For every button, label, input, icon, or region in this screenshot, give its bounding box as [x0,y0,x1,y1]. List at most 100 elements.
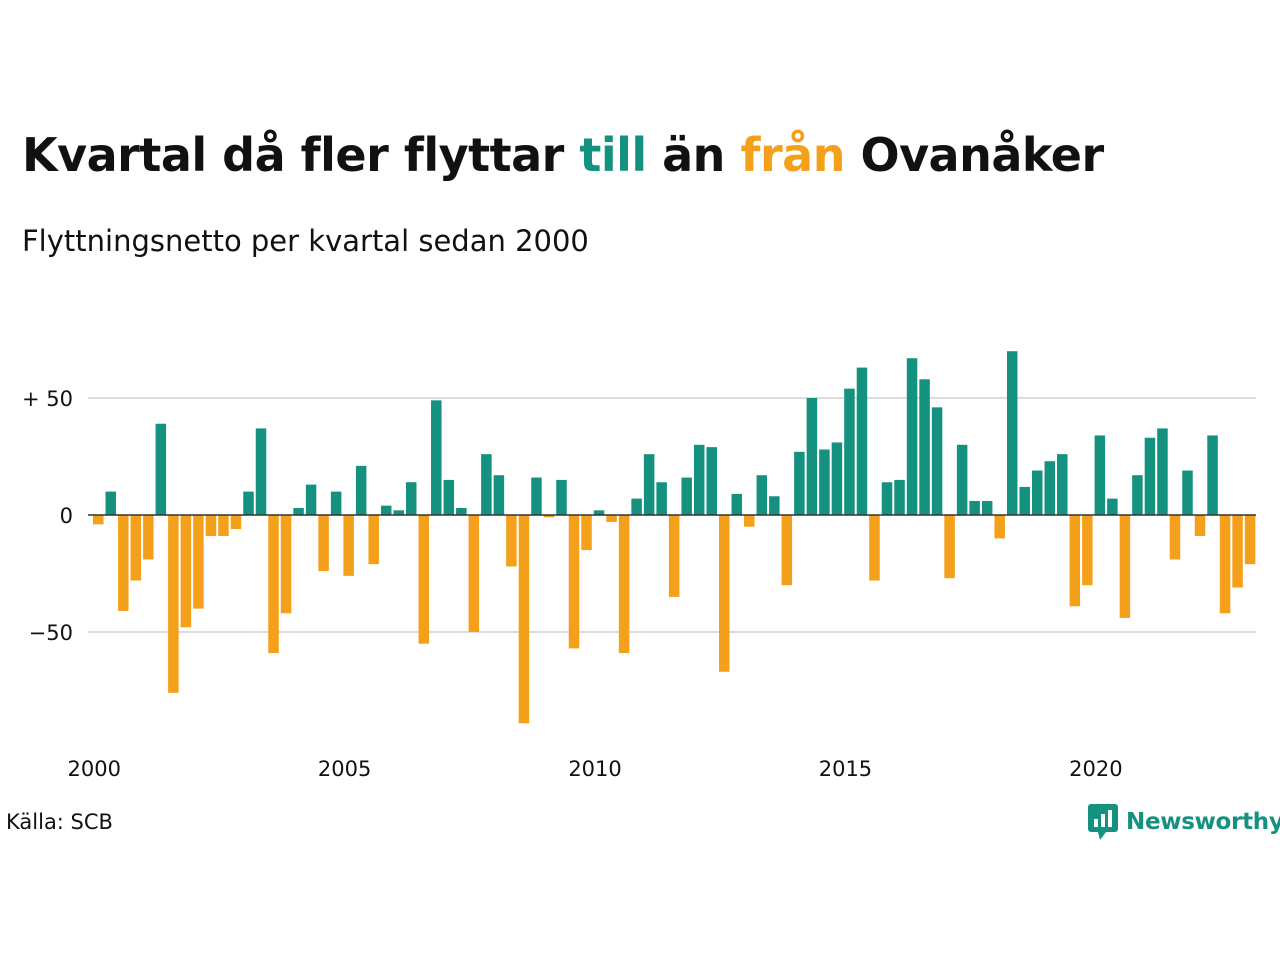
bar-negative [218,515,229,537]
bar-positive [656,482,667,515]
bar-positive [1144,437,1156,515]
bar-positive [681,477,692,515]
y-tick-label: + 50 [22,387,73,411]
bar-positive [380,505,392,515]
bar-negative [1119,515,1131,618]
bar-positive [769,496,780,515]
bar-negative [180,515,192,628]
title-part2: än [646,128,741,182]
chart-subtitle: Flyttningsnetto per kvartal sedan 2000 [22,224,589,258]
bar-positive [693,444,705,515]
bar-positive [756,475,768,515]
bar-positive [906,358,918,515]
bar-negative [1219,515,1231,614]
bar-negative [143,515,154,560]
bar-negative [280,515,292,614]
bar-negative [1244,515,1256,565]
bar-negative [668,515,680,597]
bars [93,351,1256,724]
bar-positive [1182,470,1193,515]
bar-positive [593,510,605,515]
title-highlight-from: från [740,128,845,182]
bar-positive [1094,435,1106,515]
bar-positive [881,482,893,515]
bar-negative [193,515,204,609]
bar-negative [994,515,1005,539]
bar-negative [869,515,880,581]
bar-positive [481,454,492,515]
y-tick-label: −50 [29,621,73,645]
bar-positive [1132,475,1143,515]
bar-positive [393,510,404,515]
bar-negative [230,515,242,530]
x-tick-label: 2000 [68,757,121,781]
bar-positive [406,482,417,515]
bar-negative [1069,515,1081,607]
bar-negative [1232,515,1243,588]
bar-positive [894,479,905,515]
bar-negative [1082,515,1093,586]
brand-name: Newsworthy [1126,809,1280,835]
bar-negative [568,515,580,649]
bar-positive [305,484,317,515]
bar-negative [268,515,279,654]
bar-positive [1207,435,1218,515]
grid-lines [88,397,1256,633]
x-tick-label: 2015 [819,757,872,781]
bar-negative [543,515,555,518]
bar-positive [531,477,542,515]
bar-chart: + 50 0 −50 2000 2005 2010 2015 2020 [22,351,1256,781]
bar-positive [330,491,342,515]
bar-negative [318,515,329,572]
bar-positive [631,498,642,515]
bar-positive [794,451,805,515]
bar-positive [1107,498,1118,515]
bar-positive [105,491,117,515]
bar-positive [1057,454,1068,515]
bar-negative [944,515,955,579]
bar-negative [744,515,755,527]
title-part1: Kvartal då fler flyttar [22,128,580,182]
newsworthy-logo-icon [1088,804,1118,840]
bar-negative [719,515,730,672]
bar-positive [155,423,167,515]
bar-positive [856,367,868,515]
bar-positive [243,491,254,515]
x-tick-label: 2020 [1069,757,1122,781]
bar-positive [1032,470,1043,515]
bar-positive [493,475,505,515]
bar-positive [831,442,843,515]
bar-positive [443,479,455,515]
newsworthy-logo: Newsworthy [1088,804,1280,840]
bar-positive [431,400,442,515]
bar-negative [205,515,217,537]
bar-positive [844,388,855,515]
bar-negative [781,515,793,586]
source-label: Källa: SCB [6,810,113,834]
bar-positive [556,479,567,515]
y-tick-label: 0 [60,504,73,528]
bar-positive [819,449,830,515]
bar-negative [1194,515,1206,537]
x-tick-label: 2010 [568,757,621,781]
bar-negative [468,515,480,632]
bar-negative [1169,515,1181,560]
bar-negative [93,515,104,525]
bar-negative [168,515,179,693]
bar-positive [731,493,743,515]
bar-positive [969,500,980,515]
bar-positive [456,507,467,515]
bar-negative [130,515,142,581]
bar-positive [643,454,655,515]
x-tick-label: 2005 [318,757,371,781]
bar-positive [956,444,968,515]
bar-positive [1006,351,1018,515]
bar-positive [1044,461,1056,515]
bar-negative [518,515,530,724]
bar-negative [418,515,430,644]
bar-positive [706,447,717,515]
title-highlight-to: till [579,128,647,182]
bar-negative [581,515,592,551]
bar-negative [618,515,630,654]
bar-positive [1157,428,1168,515]
